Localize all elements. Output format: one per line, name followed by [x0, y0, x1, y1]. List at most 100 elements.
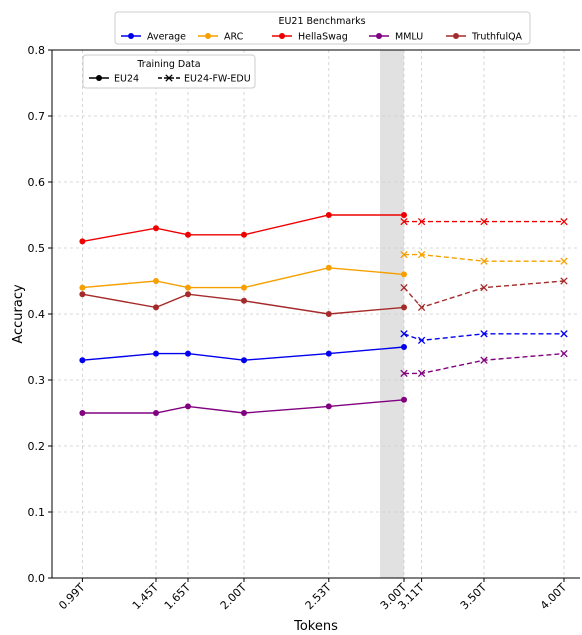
- data-point-fwedu: [400, 217, 408, 226]
- legend-swatch-marker: [376, 33, 382, 39]
- data-point-fwedu: [560, 330, 568, 338]
- series-line-fwedu: [404, 352, 565, 375]
- legend-swatch-marker: [205, 33, 211, 39]
- series-line-fwedu: [404, 253, 564, 262]
- data-point-eu24: [241, 410, 247, 416]
- data-point-eu24: [241, 297, 247, 304]
- legend-entry-hellaswag: HellaSwag: [272, 32, 348, 43]
- y-tick-label: 0.6: [28, 176, 46, 189]
- data-point-eu24: [325, 350, 332, 357]
- y-tick-label: 0.7: [28, 110, 46, 123]
- data-point-fwedu: [560, 349, 568, 358]
- data-point-eu24: [325, 403, 332, 410]
- y-tick-label: 0.2: [28, 440, 46, 453]
- legend-benchmarks-frame: [114, 11, 531, 45]
- series-line-eu24: [82, 267, 405, 289]
- legend-entry-mmlu: MMLU: [369, 32, 423, 43]
- series-line-eu24: [82, 214, 404, 243]
- data-point-eu24: [79, 238, 86, 245]
- legend-benchmarks: EU21 Benchmarks Average ARC HellaSwag MMLU Tr…: [114, 11, 531, 45]
- legend-entry-eu24: EU24: [89, 74, 139, 85]
- data-point-fwedu: [400, 330, 408, 338]
- data-point-eu24: [185, 350, 191, 357]
- data-point-eu24: [401, 271, 407, 278]
- y-tick-label: 0.4: [28, 308, 46, 321]
- data-point-eu24: [153, 225, 159, 232]
- legend-entry-label: EU24: [114, 74, 139, 85]
- legend-benchmarks-title: EU21 Benchmarks: [278, 16, 365, 27]
- legend-entry-label: MMLU: [395, 32, 423, 43]
- y-tick-label: 0.5: [28, 242, 46, 255]
- data-point-fwedu: [417, 250, 426, 259]
- data-point-eu24: [79, 357, 86, 364]
- data-point-fwedu: [560, 257, 568, 265]
- legend-entry-eu24-fw-edu: EU24-FW-EDU: [158, 74, 251, 85]
- legend-entry-label: Average: [147, 32, 186, 43]
- data-point-fwedu: [560, 217, 568, 226]
- data-point-eu24: [79, 284, 86, 291]
- data-point-fwedu: [480, 356, 488, 364]
- legend-swatch-marker: [128, 33, 134, 39]
- data-point-fwedu: [400, 283, 408, 292]
- data-point-eu24: [401, 396, 407, 403]
- data-point-fwedu: [480, 217, 488, 226]
- data-point-eu24: [153, 278, 159, 284]
- series-line-fwedu: [403, 280, 565, 309]
- y-tick-label: 0.1: [28, 506, 46, 519]
- legend-entry-label: EU24-FW-EDU: [184, 74, 251, 85]
- legend-entry-label: TruthfulQA: [471, 32, 523, 43]
- data-point-eu24: [401, 344, 407, 350]
- legend-entry-label: HellaSwag: [298, 32, 348, 43]
- legend-layer: EU21 Benchmarks Average ARC HellaSwag MMLU Tr…: [82, 11, 531, 89]
- legend-entry-arc: ARC: [198, 32, 244, 43]
- data-point-fwedu: [400, 369, 408, 378]
- data-point-eu24: [241, 284, 247, 291]
- y-tick-label: 0.8: [28, 44, 46, 57]
- data-point-eu24: [153, 410, 159, 416]
- y-axis-label: Accuracy: [11, 284, 26, 344]
- legend-swatch-marker: [165, 74, 173, 82]
- data-point-fwedu: [480, 257, 488, 265]
- data-point-eu24: [185, 403, 191, 410]
- x-axis-label: Tokens: [293, 619, 338, 634]
- series-line-eu24: [82, 346, 405, 361]
- data-point-eu24: [325, 212, 332, 218]
- data-point-eu24: [185, 284, 191, 291]
- data-point-fwedu: [560, 277, 568, 285]
- data-point-eu24: [153, 350, 159, 357]
- series-line-eu24: [82, 293, 405, 315]
- data-point-fwedu: [417, 303, 426, 312]
- legend-entry-label: ARC: [224, 32, 244, 43]
- legend-swatch-marker: [96, 75, 102, 81]
- data-point-eu24: [79, 291, 86, 298]
- data-point-fwedu: [417, 369, 426, 378]
- grid-layer: [52, 49, 580, 579]
- series-arc: [79, 250, 568, 291]
- data-point-eu24: [153, 304, 159, 311]
- legend-entry-average: Average: [121, 32, 186, 43]
- data-point-eu24: [185, 231, 191, 238]
- series-mmlu: [79, 349, 568, 416]
- y-tick-label: 0.0: [28, 572, 46, 585]
- data-point-eu24: [401, 212, 407, 218]
- data-point-fwedu: [417, 217, 426, 226]
- data-point-fwedu: [417, 336, 426, 345]
- series-hellaswag: [79, 212, 568, 245]
- data-point-eu24: [241, 357, 247, 364]
- data-point-eu24: [241, 231, 247, 238]
- data-point-eu24: [185, 291, 191, 298]
- series-truthfulqa: [79, 277, 568, 317]
- legend-training: Training Data EU24 EU24-FW-EDU: [82, 54, 256, 89]
- legend-training-frame: [82, 54, 256, 89]
- data-point-fwedu: [480, 330, 488, 338]
- legend-swatch-marker: [279, 33, 285, 39]
- y-tick-label: 0.3: [28, 374, 46, 387]
- data-point-eu24: [325, 311, 332, 317]
- legend-training-title: Training Data: [136, 59, 200, 70]
- data-point-eu24: [325, 264, 332, 271]
- data-point-fwedu: [480, 283, 488, 292]
- data-point-fwedu: [400, 250, 408, 259]
- series-average: [79, 330, 568, 364]
- series-line-fwedu: [403, 333, 564, 342]
